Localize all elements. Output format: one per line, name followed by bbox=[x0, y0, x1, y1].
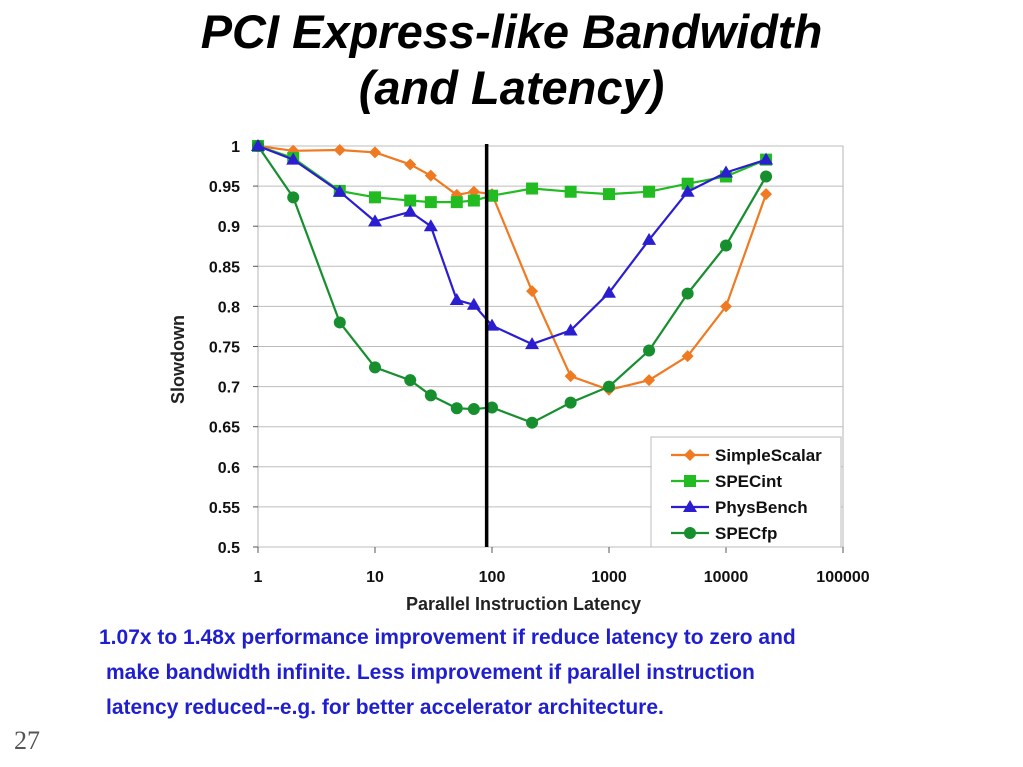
series-line bbox=[257, 144, 767, 346]
data-point bbox=[449, 292, 464, 305]
series-line bbox=[257, 145, 768, 424]
legend-label: PhysBench bbox=[715, 498, 808, 517]
data-point bbox=[486, 189, 498, 202]
data-point bbox=[719, 165, 733, 178]
data-point bbox=[525, 337, 540, 350]
data-point bbox=[643, 374, 656, 387]
data-point bbox=[287, 191, 300, 204]
data-point bbox=[467, 403, 480, 416]
x-tick-label: 1000 bbox=[591, 569, 627, 586]
legend-marker bbox=[683, 500, 697, 512]
data-point bbox=[643, 185, 656, 198]
series-physbench bbox=[251, 139, 774, 350]
legend-label: SPECint bbox=[715, 472, 782, 491]
data-point bbox=[681, 350, 694, 363]
slide-title: PCI Express-like Bandwidth (and Latency) bbox=[0, 4, 1023, 116]
caption-line: latency reduced--e.g. for better acceler… bbox=[106, 696, 664, 719]
legend-marker bbox=[684, 449, 696, 461]
data-point bbox=[423, 219, 438, 232]
data-point bbox=[286, 152, 301, 165]
y-tick-label: 1 bbox=[231, 139, 240, 156]
data-point bbox=[642, 232, 657, 245]
y-axis-label: Slowdown bbox=[168, 315, 188, 404]
data-point bbox=[643, 344, 656, 357]
series-simplescalar bbox=[252, 140, 773, 396]
x-tick-label: 100000 bbox=[816, 569, 869, 586]
data-point bbox=[333, 144, 346, 157]
y-tick-label: 0.9 bbox=[218, 219, 240, 236]
data-point bbox=[485, 318, 499, 331]
data-point bbox=[564, 185, 577, 198]
data-point bbox=[720, 300, 732, 313]
data-point bbox=[404, 158, 417, 171]
data-point bbox=[681, 287, 694, 300]
data-point bbox=[681, 177, 694, 190]
data-point bbox=[251, 139, 265, 151]
data-point bbox=[720, 239, 732, 252]
data-point bbox=[603, 380, 615, 393]
x-axis-label: Parallel Instruction Latency bbox=[406, 594, 641, 614]
caption: 1.07x to 1.48x performance improvement i… bbox=[95, 620, 975, 725]
y-tick-label: 0.95 bbox=[209, 179, 240, 196]
data-point bbox=[486, 401, 498, 414]
data-point bbox=[760, 170, 773, 183]
data-point bbox=[369, 146, 381, 159]
legend-label: SPECfp bbox=[715, 524, 777, 543]
data-point bbox=[369, 191, 381, 204]
data-point bbox=[602, 285, 616, 298]
data-point bbox=[403, 204, 418, 217]
data-point bbox=[467, 194, 480, 207]
data-point bbox=[368, 214, 382, 227]
data-point bbox=[759, 152, 774, 165]
data-point bbox=[563, 323, 578, 336]
x-tick-label: 100 bbox=[479, 569, 506, 586]
data-point bbox=[404, 194, 417, 207]
slide-number: 27 bbox=[14, 726, 40, 755]
data-point bbox=[466, 297, 481, 310]
x-tick-label: 10000 bbox=[704, 569, 749, 586]
data-point bbox=[526, 285, 539, 298]
y-tick-label: 0.7 bbox=[218, 380, 240, 397]
y-tick-label: 0.8 bbox=[218, 299, 240, 316]
y-tick-label: 0.5 bbox=[218, 540, 240, 557]
legend-marker bbox=[684, 527, 696, 539]
y-tick-label: 0.85 bbox=[209, 259, 240, 276]
data-point bbox=[450, 196, 463, 209]
y-tick-label: 0.75 bbox=[209, 340, 240, 357]
data-point bbox=[564, 370, 577, 383]
data-point bbox=[369, 361, 381, 374]
caption-line: make bandwidth infinite. Less improvemen… bbox=[106, 661, 755, 684]
data-point bbox=[760, 188, 773, 201]
legend-label: SimpleScalar bbox=[715, 446, 822, 465]
y-tick-label: 0.6 bbox=[218, 460, 240, 477]
data-point bbox=[332, 184, 347, 197]
data-point bbox=[526, 416, 539, 429]
data-point bbox=[564, 396, 577, 409]
legend-marker bbox=[684, 475, 696, 487]
caption-line: 1.07x to 1.48x performance improvement i… bbox=[99, 626, 796, 649]
data-point bbox=[603, 188, 615, 201]
y-tick-label: 0.65 bbox=[209, 420, 240, 437]
data-point bbox=[424, 169, 437, 182]
x-tick-label: 1 bbox=[254, 569, 263, 586]
series-line bbox=[257, 144, 768, 391]
title-line-1: PCI Express-like Bandwidth bbox=[200, 5, 823, 58]
y-tick-label: 0.55 bbox=[209, 500, 240, 517]
data-point bbox=[404, 374, 417, 387]
x-tick-label: 10 bbox=[366, 569, 384, 586]
data-point bbox=[680, 184, 695, 197]
series-specfp bbox=[252, 140, 773, 429]
data-point bbox=[526, 182, 539, 195]
title-line-2: (and Latency) bbox=[358, 61, 665, 114]
data-point bbox=[424, 196, 437, 209]
data-point bbox=[424, 389, 437, 402]
data-point bbox=[333, 316, 346, 329]
data-point bbox=[450, 402, 463, 415]
series-line bbox=[257, 144, 767, 204]
